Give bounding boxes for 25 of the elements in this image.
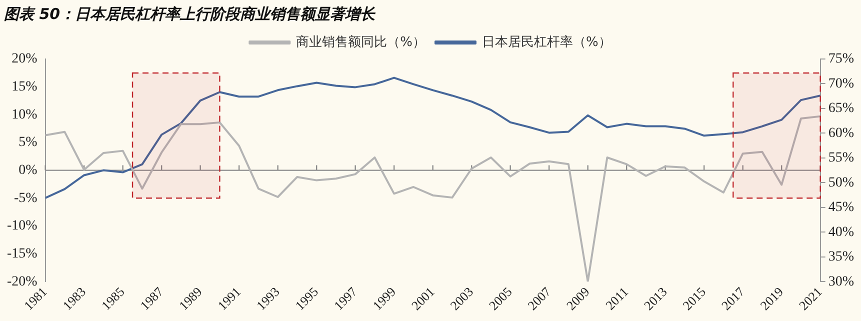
legend-label: 商业销售额同比（%） xyxy=(296,34,426,50)
x-tick-label: 1999 xyxy=(370,284,399,314)
y2-tick-label: 60% xyxy=(828,126,854,141)
y2-tick-label: 55% xyxy=(828,150,854,166)
y-tick-label: -10% xyxy=(6,218,38,234)
y2-tick-label: 70% xyxy=(828,76,854,92)
y2-tick-label: 45% xyxy=(828,200,854,216)
y-tick-label: 15% xyxy=(12,79,38,94)
y-tick-label: -5% xyxy=(14,190,38,206)
y2-tick-label: 65% xyxy=(828,101,854,116)
x-tick-label: 1991 xyxy=(214,284,244,314)
y2-tick-label: 35% xyxy=(828,250,854,265)
x-tick-label: 1989 xyxy=(176,284,205,314)
y2-tick-label: 30% xyxy=(828,274,854,290)
y-tick-label: 10% xyxy=(12,107,38,122)
y2-tick-label: 50% xyxy=(828,175,854,190)
legend-label: 日本居民杠杆率（%） xyxy=(482,34,612,50)
y-tick-label: 5% xyxy=(18,135,38,150)
y-tick-label: 20% xyxy=(12,52,38,67)
chart-title: 图表 50：日本居民杠杆率上行阶段商业销售额显著增长 xyxy=(4,4,376,23)
y-tick-label: -20% xyxy=(6,274,38,290)
y2-tick-label: 75% xyxy=(828,52,854,67)
y2-tick-label: 40% xyxy=(828,224,854,240)
y-tick-label: 0% xyxy=(18,162,38,178)
y-tick-label: -15% xyxy=(6,246,38,262)
